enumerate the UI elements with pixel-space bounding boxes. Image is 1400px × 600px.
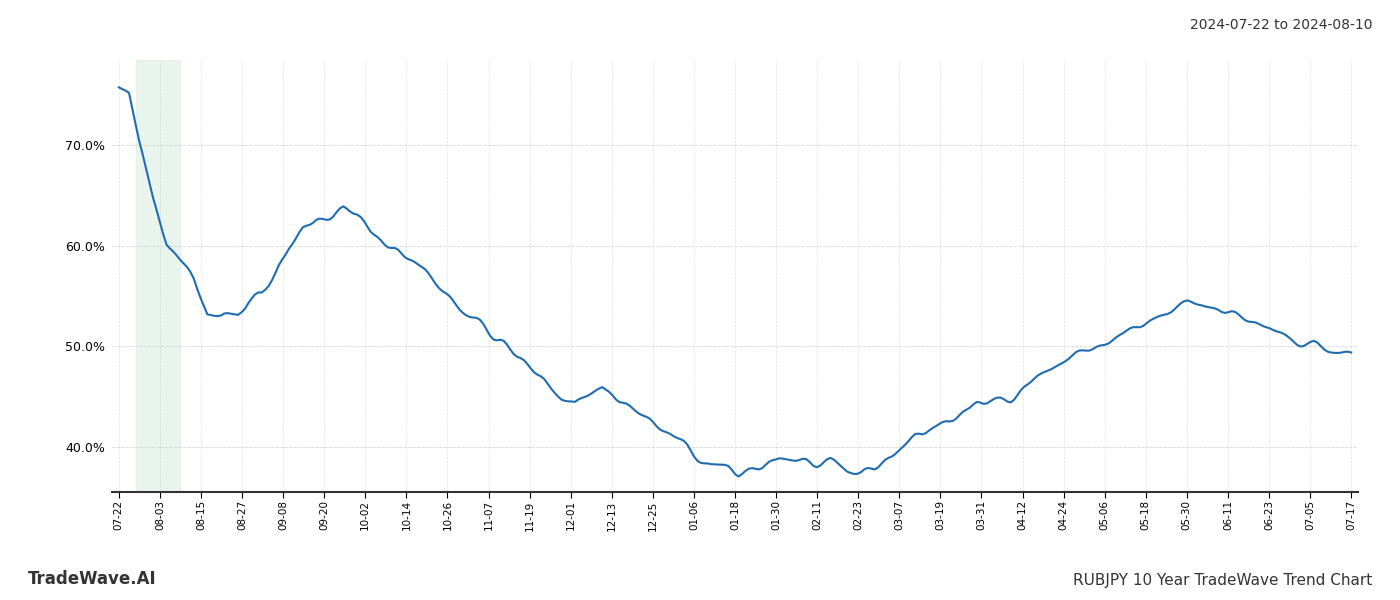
Text: RUBJPY 10 Year TradeWave Trend Chart: RUBJPY 10 Year TradeWave Trend Chart bbox=[1072, 573, 1372, 588]
Text: TradeWave.AI: TradeWave.AI bbox=[28, 570, 157, 588]
Text: 2024-07-22 to 2024-08-10: 2024-07-22 to 2024-08-10 bbox=[1190, 18, 1372, 32]
Bar bbox=[136, 60, 181, 492]
